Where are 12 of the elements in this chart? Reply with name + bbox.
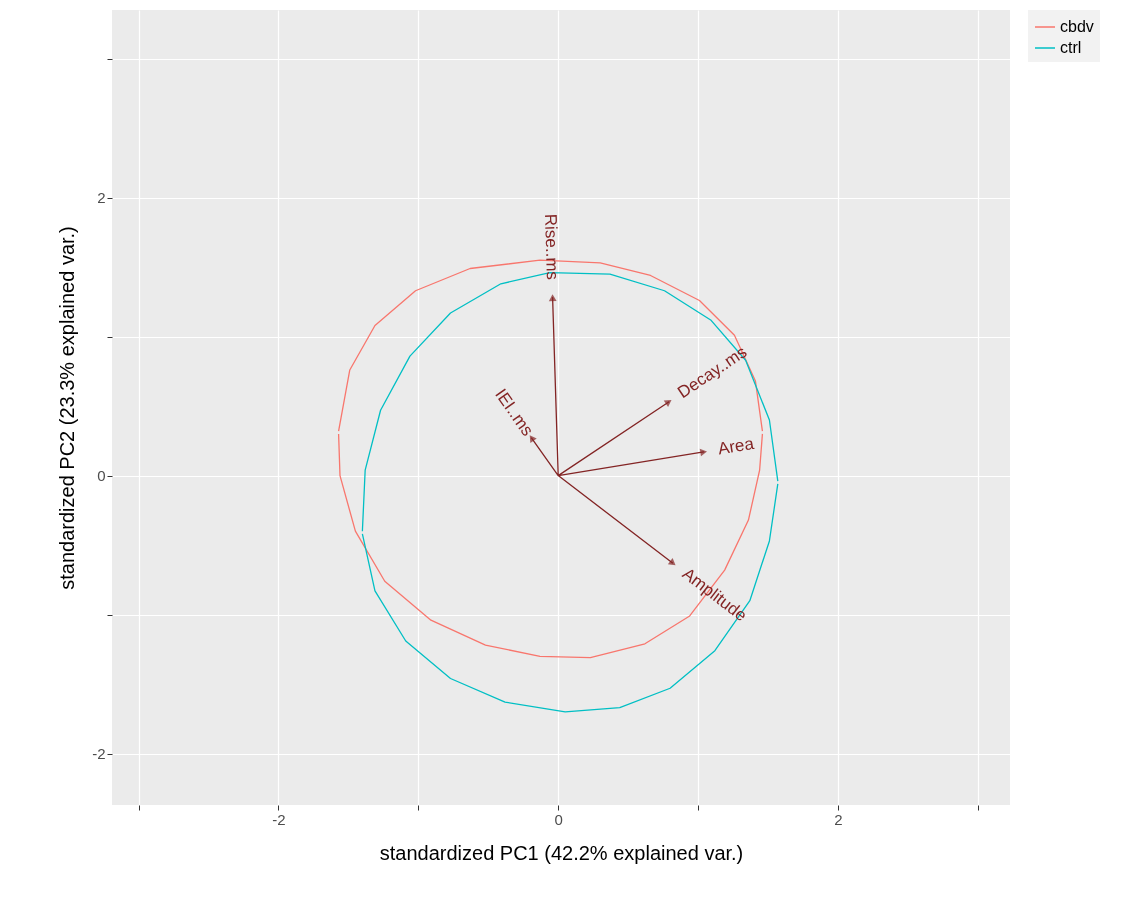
x-tick-label: 0 [554,810,563,828]
y-tick-label: -2 [92,745,106,763]
y-tick-label: 2 [97,189,106,207]
y-axis-title: standardized PC2 (23.3% explained var.) [56,226,79,590]
x-tick-label: -2 [272,810,286,828]
annotation: Rise..ms [540,213,563,281]
x-axis-title: standardized PC1 (42.2% explained var.) [379,841,744,864]
x-tick-label: 2 [834,810,843,828]
legend-label: cbdv [1060,18,1094,35]
legend-label: ctrl [1060,39,1082,56]
annotation: Area [716,433,756,459]
y-tick-label: 0 [97,467,106,485]
